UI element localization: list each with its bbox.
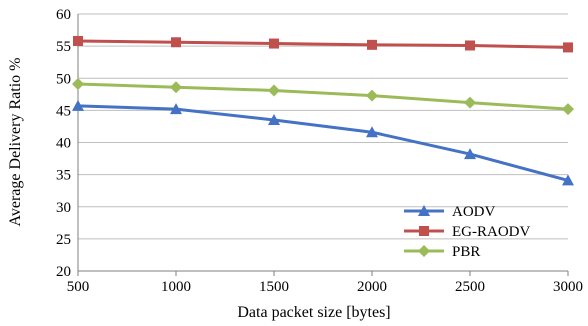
legend-entry: EG-RAODV — [404, 224, 530, 240]
grid-lines — [78, 13, 568, 240]
data-point — [73, 35, 83, 46]
y-tick-label: 55 — [56, 39, 71, 55]
data-point — [366, 89, 378, 102]
y-tick-label: 20 — [56, 264, 71, 280]
x-tick-label: 2500 — [455, 279, 485, 295]
series-aodv — [72, 99, 574, 186]
axes — [77, 14, 569, 276]
legend-marker — [418, 205, 430, 216]
series-line — [77, 104, 569, 182]
x-tick-label: 1500 — [259, 279, 289, 295]
legend-entry: AODV — [404, 204, 495, 220]
series-line — [77, 39, 569, 49]
x-tick-label: 1000 — [161, 279, 191, 295]
series-line — [77, 82, 569, 111]
data-point — [171, 37, 181, 48]
legend-label: PBR — [452, 244, 480, 260]
x-tick-label: 3000 — [553, 279, 583, 295]
data-point — [268, 114, 280, 126]
y-tick-label: 35 — [56, 168, 71, 184]
data-point — [562, 103, 574, 116]
legend: AODV EG-RAODV PBR — [404, 204, 530, 260]
data-point — [367, 39, 377, 50]
data-point — [170, 81, 182, 94]
x-tick-label: 500 — [67, 279, 90, 295]
data-point — [72, 99, 84, 111]
data-point — [268, 84, 280, 97]
x-tick-labels: 500 1000 1500 2000 2500 3000 — [67, 279, 583, 295]
x-axis-label: Data packet size [bytes] — [237, 304, 390, 321]
y-tick-labels: 20 25 30 35 40 45 50 55 60 — [56, 7, 71, 280]
data-point — [464, 96, 476, 109]
series-pbr — [72, 78, 574, 116]
data-point — [464, 148, 476, 160]
y-axis-label: Average Delivery Ratio % — [7, 58, 24, 227]
legend-label: AODV — [452, 204, 495, 220]
y-tick-label: 25 — [56, 232, 71, 248]
legend-marker — [419, 226, 429, 236]
series-eg-raodv — [73, 35, 573, 53]
legend-label: EG-RAODV — [452, 224, 530, 240]
data-point — [366, 126, 378, 138]
legend-marker — [418, 245, 430, 257]
y-tick-label: 60 — [56, 7, 71, 23]
y-tick-label: 30 — [56, 200, 71, 216]
y-tick-label: 50 — [56, 71, 71, 87]
data-point — [269, 38, 279, 49]
data-point — [72, 78, 84, 91]
x-tick-label: 2000 — [357, 279, 387, 295]
legend-entry: PBR — [404, 244, 480, 260]
data-point — [562, 174, 574, 186]
data-point — [465, 40, 475, 51]
series-lines — [72, 35, 574, 186]
y-tick-label: 40 — [56, 136, 71, 152]
data-point — [170, 103, 182, 115]
data-point — [563, 42, 573, 53]
y-tick-label: 45 — [56, 103, 71, 119]
